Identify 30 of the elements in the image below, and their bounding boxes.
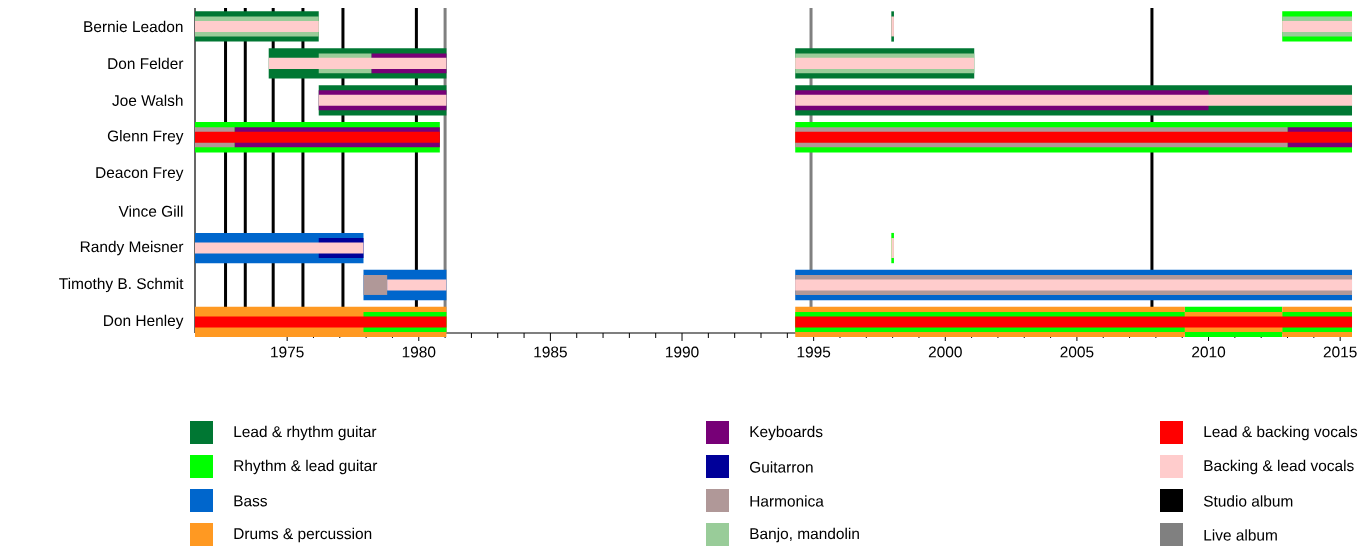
y-tick-label: Glenn Frey [107,130,184,145]
y-tick-label: Randy Meisner [80,240,184,256]
legend-label: Guitarron [749,461,813,473]
legend-label: Rhythm & lead guitar [234,459,378,475]
y-tick-label: Deacon Frey [96,167,184,182]
y-tick-label: Vince Gill [118,205,183,217]
x-tick-label: 1990 [666,346,699,358]
legend-label: Banjo, mandolin [750,527,859,543]
y-tick-label: Don Felder [108,57,184,70]
legend-label: Lead & rhythm guitar [234,425,377,441]
x-tick-label: 1995 [797,346,831,358]
y-tick-label: Timothy B. Schmit [59,277,184,293]
legend-label: Drums & percussion [234,527,372,543]
x-tick-label: 2015 [1323,346,1357,358]
x-tick-label: 1985 [534,346,567,358]
x-tick-label: 2005 [1060,346,1094,358]
x-tick-label: 1980 [402,346,436,358]
legend-label: Studio album [1203,495,1293,507]
y-tick-label: Bernie Leadon [84,20,183,33]
x-tick-label: 2010 [1192,346,1226,358]
legend-label: Lead & backing vocals [1204,425,1358,441]
y-tick-label: Joe Walsh [112,94,183,106]
y-tick-label: Don Henley [104,314,184,330]
x-tick-label: 2000 [928,346,962,358]
legend-label: Backing & lead vocals [1204,459,1354,475]
legend-label: Live album [1204,529,1277,541]
legend-label: Keyboards [750,425,823,441]
legend-label: Bass [234,495,267,507]
x-tick-label: 1975 [271,346,304,358]
legend-label: Harmonica [750,495,824,507]
